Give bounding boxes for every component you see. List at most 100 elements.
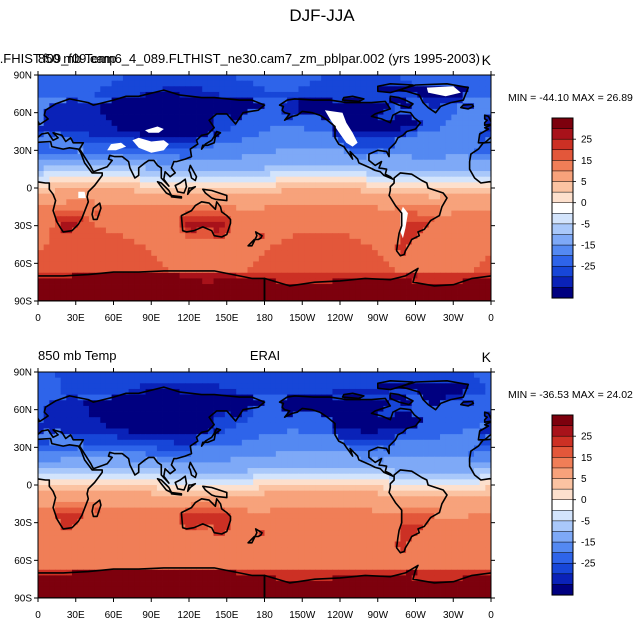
heatmap-cell bbox=[168, 188, 175, 195]
heatmap-cell bbox=[71, 451, 79, 458]
heatmap-cell bbox=[270, 485, 277, 492]
heatmap-cell bbox=[134, 479, 141, 486]
heatmap-cell bbox=[304, 383, 311, 390]
heatmap-cell bbox=[202, 165, 209, 172]
heatmap-cell bbox=[462, 284, 469, 291]
coastline-iceland bbox=[460, 103, 475, 110]
heatmap-cell bbox=[185, 383, 192, 390]
heatmap-cell bbox=[270, 238, 277, 245]
heatmap-cell bbox=[253, 388, 260, 395]
heatmap-cell bbox=[457, 267, 464, 274]
heatmap-cell bbox=[49, 456, 56, 463]
heatmap-cell bbox=[224, 142, 231, 149]
heatmap-cell bbox=[304, 227, 311, 234]
heatmap-cell bbox=[128, 278, 135, 285]
heatmap-cell bbox=[179, 233, 186, 240]
heatmap-cell bbox=[355, 250, 362, 257]
heatmap-cell bbox=[100, 439, 107, 446]
heatmap-cell bbox=[434, 439, 441, 446]
heatmap-cell bbox=[406, 91, 413, 98]
heatmap-cell bbox=[270, 451, 277, 458]
heatmap-cell bbox=[151, 188, 158, 195]
heatmap-cell bbox=[440, 227, 447, 234]
heatmap-cell bbox=[275, 255, 282, 262]
heatmap-cell bbox=[389, 233, 396, 240]
heatmap-cell bbox=[190, 199, 197, 206]
heatmap-cell bbox=[219, 86, 226, 93]
heatmap-cell bbox=[485, 75, 491, 82]
heatmap-cell bbox=[139, 103, 146, 110]
heatmap-cell bbox=[440, 182, 447, 189]
heatmap-cell bbox=[479, 456, 486, 463]
heatmap-cell bbox=[417, 462, 424, 469]
heatmap-cell bbox=[111, 91, 118, 98]
heatmap-cell bbox=[343, 182, 350, 189]
heatmap-cell bbox=[71, 468, 79, 475]
heatmap-cell bbox=[156, 485, 163, 492]
heatmap-cell bbox=[451, 221, 458, 228]
heatmap-cell bbox=[479, 400, 486, 407]
heatmap-cell bbox=[417, 131, 424, 138]
heatmap-cell bbox=[134, 75, 141, 82]
heatmap-cell bbox=[179, 176, 186, 183]
heatmap-cell bbox=[406, 103, 413, 110]
heatmap-cell bbox=[349, 445, 356, 452]
heatmap-cell bbox=[253, 75, 260, 82]
heatmap-cell bbox=[54, 176, 62, 183]
heatmap-cell bbox=[332, 154, 339, 161]
heatmap-cell bbox=[281, 400, 288, 407]
heatmap-cell bbox=[485, 473, 491, 480]
heatmap-cell bbox=[298, 388, 305, 395]
heatmap-cell bbox=[122, 400, 129, 407]
heatmap-cell bbox=[343, 272, 350, 279]
heatmap-cell bbox=[202, 445, 209, 452]
heatmap-cell bbox=[298, 411, 305, 418]
heatmap-cell bbox=[343, 377, 350, 384]
heatmap-cell bbox=[468, 405, 475, 412]
heatmap-cell bbox=[372, 165, 379, 172]
heatmap-cell bbox=[151, 131, 158, 138]
heatmap-cell bbox=[264, 383, 271, 390]
heatmap-cell bbox=[179, 204, 186, 211]
heatmap-cell bbox=[207, 108, 214, 115]
heatmap-cell bbox=[394, 451, 401, 458]
heatmap-cell bbox=[258, 411, 265, 418]
heatmap-cell bbox=[264, 485, 271, 492]
heatmap-cell bbox=[111, 227, 118, 234]
heatmap-cell bbox=[417, 80, 424, 87]
heatmap-cell bbox=[128, 479, 135, 486]
heatmap-cell bbox=[241, 479, 248, 486]
heatmap-cell bbox=[326, 142, 333, 149]
heatmap-cell bbox=[43, 216, 50, 223]
heatmap-cell bbox=[338, 216, 345, 223]
heatmap-cell bbox=[292, 182, 299, 189]
heatmap-cell bbox=[411, 255, 418, 262]
heatmap-cell bbox=[60, 165, 67, 172]
heatmap-cell bbox=[71, 284, 79, 291]
heatmap-cell bbox=[304, 244, 311, 251]
heatmap-cell bbox=[71, 103, 79, 110]
heatmap-cell bbox=[372, 405, 379, 412]
heatmap-cell bbox=[213, 261, 220, 268]
heatmap-cell bbox=[207, 250, 214, 257]
heatmap-cell bbox=[326, 91, 333, 98]
heatmap-cell bbox=[485, 456, 491, 463]
heatmap-cell bbox=[417, 394, 424, 401]
heatmap-cell bbox=[287, 154, 294, 161]
heatmap-cell bbox=[128, 462, 135, 469]
heatmap-cell bbox=[117, 114, 124, 121]
heatmap-cell bbox=[219, 165, 226, 172]
heatmap-cell bbox=[219, 210, 226, 217]
heatmap-cell bbox=[139, 120, 146, 127]
heatmap-cell bbox=[372, 199, 379, 206]
heatmap-cell bbox=[389, 91, 396, 98]
heatmap-cell bbox=[179, 238, 186, 245]
heatmap-cell bbox=[60, 462, 67, 469]
heatmap-cell bbox=[440, 114, 447, 121]
heatmap-cell bbox=[366, 405, 373, 412]
heatmap-cell bbox=[213, 171, 220, 178]
heatmap-cell bbox=[383, 372, 390, 379]
heatmap-cell bbox=[326, 388, 333, 395]
heatmap-cell bbox=[71, 86, 79, 93]
heatmap-cell bbox=[400, 295, 407, 301]
